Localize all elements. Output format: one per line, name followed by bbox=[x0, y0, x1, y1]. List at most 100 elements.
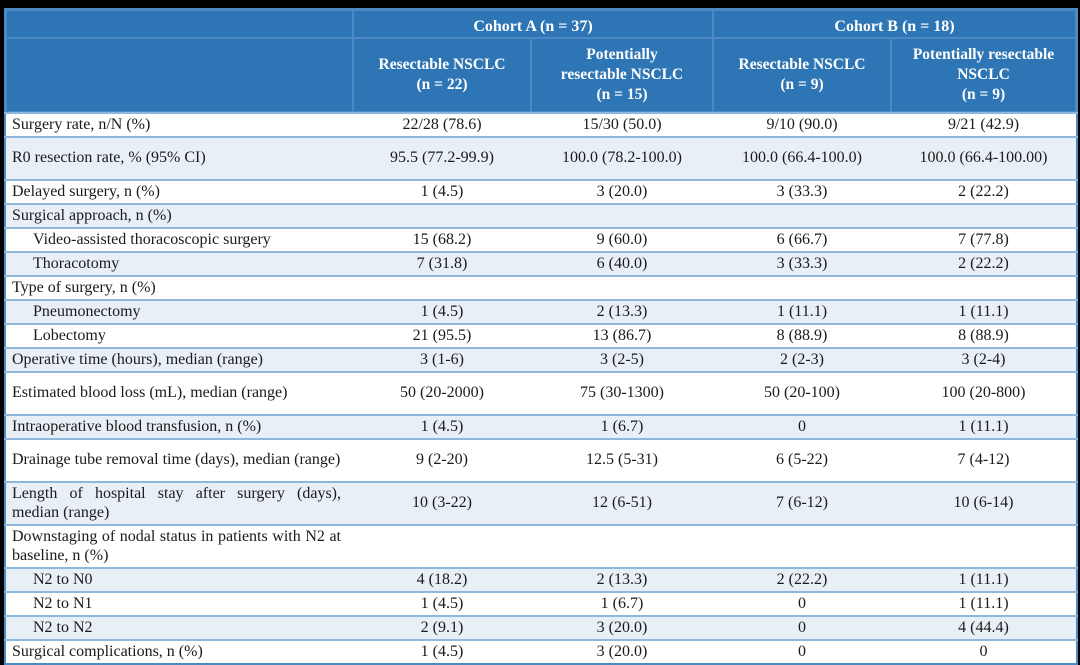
table-row: Estimated blood loss (mL), median (range… bbox=[5, 371, 1078, 415]
row-value: 1 (11.1) bbox=[891, 299, 1078, 324]
table-row: Delayed surgery, n (%) 1 (4.5) 3 (20.0) 3 (… bbox=[5, 179, 1078, 204]
row-label: Surgery rate, n/N (%) bbox=[5, 112, 353, 137]
row-value: 2 (22.2) bbox=[713, 567, 891, 592]
row-value bbox=[891, 203, 1078, 228]
row-value bbox=[713, 275, 891, 300]
row-value: 1 (11.1) bbox=[891, 567, 1078, 592]
table-header: Cohort A (n = 37) Cohort B (n = 18) Rese… bbox=[5, 9, 1078, 113]
row-value: 1 (11.1) bbox=[891, 591, 1078, 616]
row-label: N2 to N1 bbox=[5, 591, 353, 616]
table-row: Length of hospital stay after surgery (d… bbox=[5, 481, 1078, 525]
row-value bbox=[531, 203, 713, 228]
row-value: 0 bbox=[713, 414, 891, 439]
row-value: 6 (40.0) bbox=[531, 251, 713, 276]
row-value: 3 (20.0) bbox=[531, 639, 713, 664]
row-value: 7 (4-12) bbox=[891, 438, 1078, 482]
table-row: Lobectomy 21 (95.5) 13 (86.7) 8 (88.9) 8 (88… bbox=[5, 323, 1078, 348]
subcolumn-header-row: Resectable NSCLC (n = 22) Potentially re… bbox=[5, 38, 1078, 113]
row-value: 0 bbox=[891, 639, 1078, 664]
row-label: Operative time (hours), median (range) bbox=[5, 347, 353, 372]
row-value bbox=[531, 524, 713, 568]
row-value: 9 (60.0) bbox=[531, 227, 713, 252]
row-label: Video-assisted thoracoscopic surgery bbox=[5, 227, 353, 252]
table-row: Pneumonectomy 1 (4.5) 2 (13.3) 1 (11.1) 1 (1… bbox=[5, 299, 1078, 324]
row-value: 4 (44.4) bbox=[891, 615, 1078, 640]
row-value: 21 (95.5) bbox=[353, 323, 531, 348]
row-value: 0 bbox=[713, 615, 891, 640]
row-value: 6 (5-22) bbox=[713, 438, 891, 482]
table-row: N2 to N2 2 (9.1) 3 (20.0) 0 4 (44.4) bbox=[5, 615, 1078, 640]
row-value: 100.0 (78.2-100.0) bbox=[531, 136, 713, 180]
row-value: 3 (2-4) bbox=[891, 347, 1078, 372]
row-value: 2 (13.3) bbox=[531, 567, 713, 592]
row-value: 1 (4.5) bbox=[353, 639, 531, 664]
row-value: 9/10 (90.0) bbox=[713, 112, 891, 137]
row-value: 1 (4.5) bbox=[353, 591, 531, 616]
row-value bbox=[891, 524, 1078, 568]
header-col-potentially-resectable-b: Potentially resectable NSCLC (n = 9) bbox=[891, 38, 1078, 113]
table-row: Operative time (hours), median (range) 3 … bbox=[5, 347, 1078, 372]
row-value: 8 (88.9) bbox=[713, 323, 891, 348]
row-value: 3 (33.3) bbox=[713, 179, 891, 204]
header-cohort-a: Cohort A (n = 37) bbox=[353, 9, 713, 38]
row-label: Type of surgery, n (%) bbox=[5, 275, 353, 300]
row-value: 3 (1-6) bbox=[353, 347, 531, 372]
row-label: Estimated blood loss (mL), median (range… bbox=[5, 371, 353, 415]
header-empty-cell bbox=[5, 9, 353, 38]
section-header-row: Type of surgery, n (%) bbox=[5, 275, 1078, 300]
row-value: 50 (20-2000) bbox=[353, 371, 531, 415]
row-label: N2 to N2 bbox=[5, 615, 353, 640]
row-value: 4 (18.2) bbox=[353, 567, 531, 592]
row-value: 1 (4.5) bbox=[353, 179, 531, 204]
row-label: Intraoperative blood transfusion, n (%) bbox=[5, 414, 353, 439]
row-value bbox=[353, 275, 531, 300]
row-label: Pneumonectomy bbox=[5, 299, 353, 324]
table-row: Thoracotomy 7 (31.8) 6 (40.0) 3 (33.3) 2 (22… bbox=[5, 251, 1078, 276]
row-value bbox=[713, 524, 891, 568]
row-value: 0 bbox=[713, 591, 891, 616]
row-value: 1 (4.5) bbox=[353, 414, 531, 439]
section-header-row: Surgical approach, n (%) bbox=[5, 203, 1078, 228]
row-value: 7 (6-12) bbox=[713, 481, 891, 525]
row-value: 7 (77.8) bbox=[891, 227, 1078, 252]
header-cohort-b: Cohort B (n = 18) bbox=[713, 9, 1078, 38]
row-value: 3 (20.0) bbox=[531, 179, 713, 204]
row-value: 1 (6.7) bbox=[531, 591, 713, 616]
row-value: 100.0 (66.4-100.0) bbox=[713, 136, 891, 180]
row-value: 12.5 (5-31) bbox=[531, 438, 713, 482]
row-value bbox=[891, 275, 1078, 300]
table-row: Surgery rate, n/N (%) 22/28 (78.6) 15/30 (… bbox=[5, 112, 1078, 137]
row-value: 2 (22.2) bbox=[891, 179, 1078, 204]
row-value: 10 (3-22) bbox=[353, 481, 531, 525]
row-label: Downstaging of nodal status in patients … bbox=[5, 524, 353, 568]
surgical-outcomes-table: Cohort A (n = 37) Cohort B (n = 18) Rese… bbox=[4, 8, 1079, 665]
row-value: 6 (66.7) bbox=[713, 227, 891, 252]
row-value bbox=[713, 203, 891, 228]
row-value: 9 (2-20) bbox=[353, 438, 531, 482]
row-value: 15/30 (50.0) bbox=[531, 112, 713, 137]
row-value: 9/21 (42.9) bbox=[891, 112, 1078, 137]
table-row: N2 to N1 1 (4.5) 1 (6.7) 0 1 (11.1) bbox=[5, 591, 1078, 616]
table-body: Surgery rate, n/N (%) 22/28 (78.6) 15/30 (… bbox=[5, 112, 1078, 664]
row-value: 50 (20-100) bbox=[713, 371, 891, 415]
table-row: R0 resection rate, % (95% CI) 95.5 (77.2-… bbox=[5, 136, 1078, 180]
row-label: Lobectomy bbox=[5, 323, 353, 348]
row-value: 0 bbox=[713, 639, 891, 664]
row-value: 1 (11.1) bbox=[713, 299, 891, 324]
row-label: Surgical complications, n (%) bbox=[5, 639, 353, 664]
row-value: 100.0 (66.4-100.00) bbox=[891, 136, 1078, 180]
row-label: Drainage tube removal time (days), media… bbox=[5, 438, 353, 482]
table-row: Drainage tube removal time (days), media… bbox=[5, 438, 1078, 482]
row-value: 1 (4.5) bbox=[353, 299, 531, 324]
row-value: 75 (30-1300) bbox=[531, 371, 713, 415]
section-header-row: Downstaging of nodal status in patients … bbox=[5, 524, 1078, 568]
row-value: 100 (20-800) bbox=[891, 371, 1078, 415]
row-value bbox=[353, 203, 531, 228]
table-row: Intraoperative blood transfusion, n (%) 1… bbox=[5, 414, 1078, 439]
table-row: Video-assisted thoracoscopic surgery 15 (… bbox=[5, 227, 1078, 252]
row-value: 7 (31.8) bbox=[353, 251, 531, 276]
table-row: N2 to N0 4 (18.2) 2 (13.3) 2 (22.2) 1 (11.1) bbox=[5, 567, 1078, 592]
row-value: 15 (68.2) bbox=[353, 227, 531, 252]
row-value: 2 (22.2) bbox=[891, 251, 1078, 276]
header-col-resectable-a: Resectable NSCLC (n = 22) bbox=[353, 38, 531, 113]
